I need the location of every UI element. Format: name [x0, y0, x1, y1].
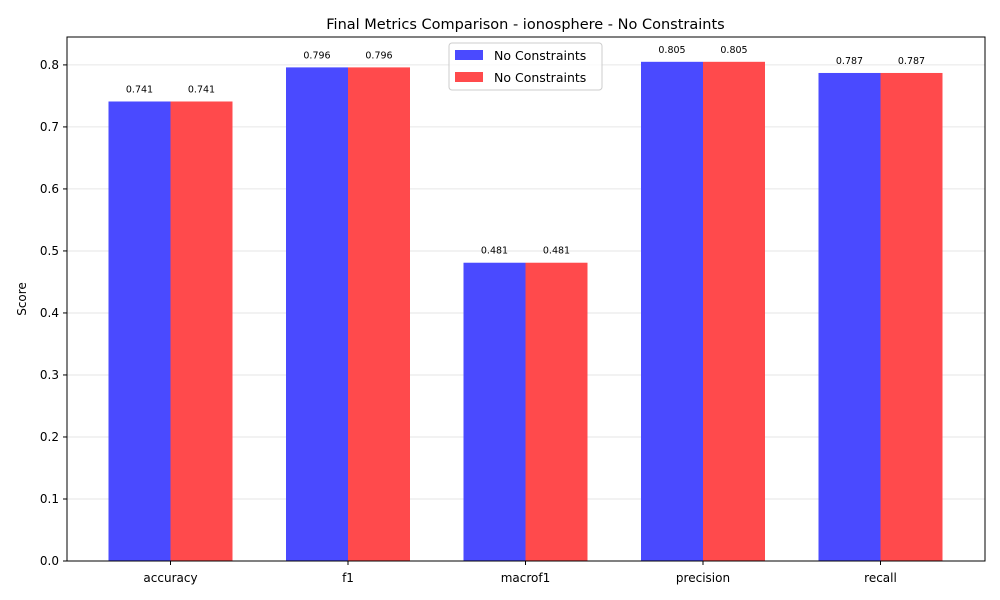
bar-macrof1-series-1: [463, 262, 526, 561]
bar-f1-series-2: [348, 67, 410, 561]
legend-swatch: [455, 72, 483, 82]
y-tick-label: 0.8: [40, 58, 59, 72]
y-tick-label: 0.3: [40, 368, 59, 382]
bar-f1-series-1: [286, 67, 348, 561]
bar-precision-series-1: [641, 61, 703, 561]
chart-title: Final Metrics Comparison - ionosphere - …: [326, 17, 724, 33]
y-tick-label: 0.1: [40, 492, 59, 506]
bar-value-label: 0.796: [303, 50, 330, 61]
x-tick-label: precision: [676, 571, 730, 585]
bar-precision-series-2: [703, 61, 765, 561]
bar-value-label: 0.787: [898, 56, 925, 67]
bar-value-label: 0.796: [365, 50, 392, 61]
legend-swatch: [455, 50, 483, 60]
bar-recall-series-1: [818, 72, 881, 562]
x-tick-label: recall: [864, 571, 897, 585]
bar-value-label: 0.741: [188, 84, 215, 95]
y-tick-label: 0.7: [40, 120, 59, 134]
bar-value-label: 0.787: [836, 56, 863, 67]
legend-box: [448, 42, 603, 91]
bar-recall-series-2: [880, 72, 943, 562]
y-axis-ticks: 0.0 0.1 0.2 0.3 0.4 0.5 0.6 0.7 0.8: [40, 58, 67, 568]
x-tick-label: f1: [342, 571, 354, 585]
y-tick-label: 0.4: [40, 306, 59, 320]
y-tick-label: 0.0: [40, 554, 59, 568]
bars: [108, 61, 943, 562]
y-axis-label: Score: [15, 282, 29, 316]
bar-value-label: 0.481: [543, 246, 570, 257]
bar-value-label: 0.805: [658, 45, 685, 56]
x-tick-label: macrof1: [501, 571, 551, 585]
bar-value-label: 0.481: [481, 246, 508, 257]
y-tick-label: 0.5: [40, 244, 59, 258]
y-tick-label: 0.6: [40, 182, 59, 196]
bar-value-label: 0.805: [720, 45, 747, 56]
legend-label: No Constraints: [494, 48, 586, 63]
value-labels: 0.741 0.796 0.481 0.805 0.787 0.741 0.796 0.481…: [126, 45, 925, 257]
bar-accuracy-series-2: [170, 101, 233, 561]
legend: No Constraints No Constraints: [448, 42, 603, 91]
y-tick-label: 0.2: [40, 430, 59, 444]
x-axis-ticks: accuracy f1 macrof1 precision recall: [143, 561, 897, 585]
bar-macrof1-series-2: [525, 262, 588, 561]
legend-label: No Constraints: [494, 70, 586, 85]
bar-value-label: 0.741: [126, 84, 153, 95]
bar-accuracy-series-1: [108, 101, 171, 561]
x-tick-label: accuracy: [143, 571, 197, 585]
